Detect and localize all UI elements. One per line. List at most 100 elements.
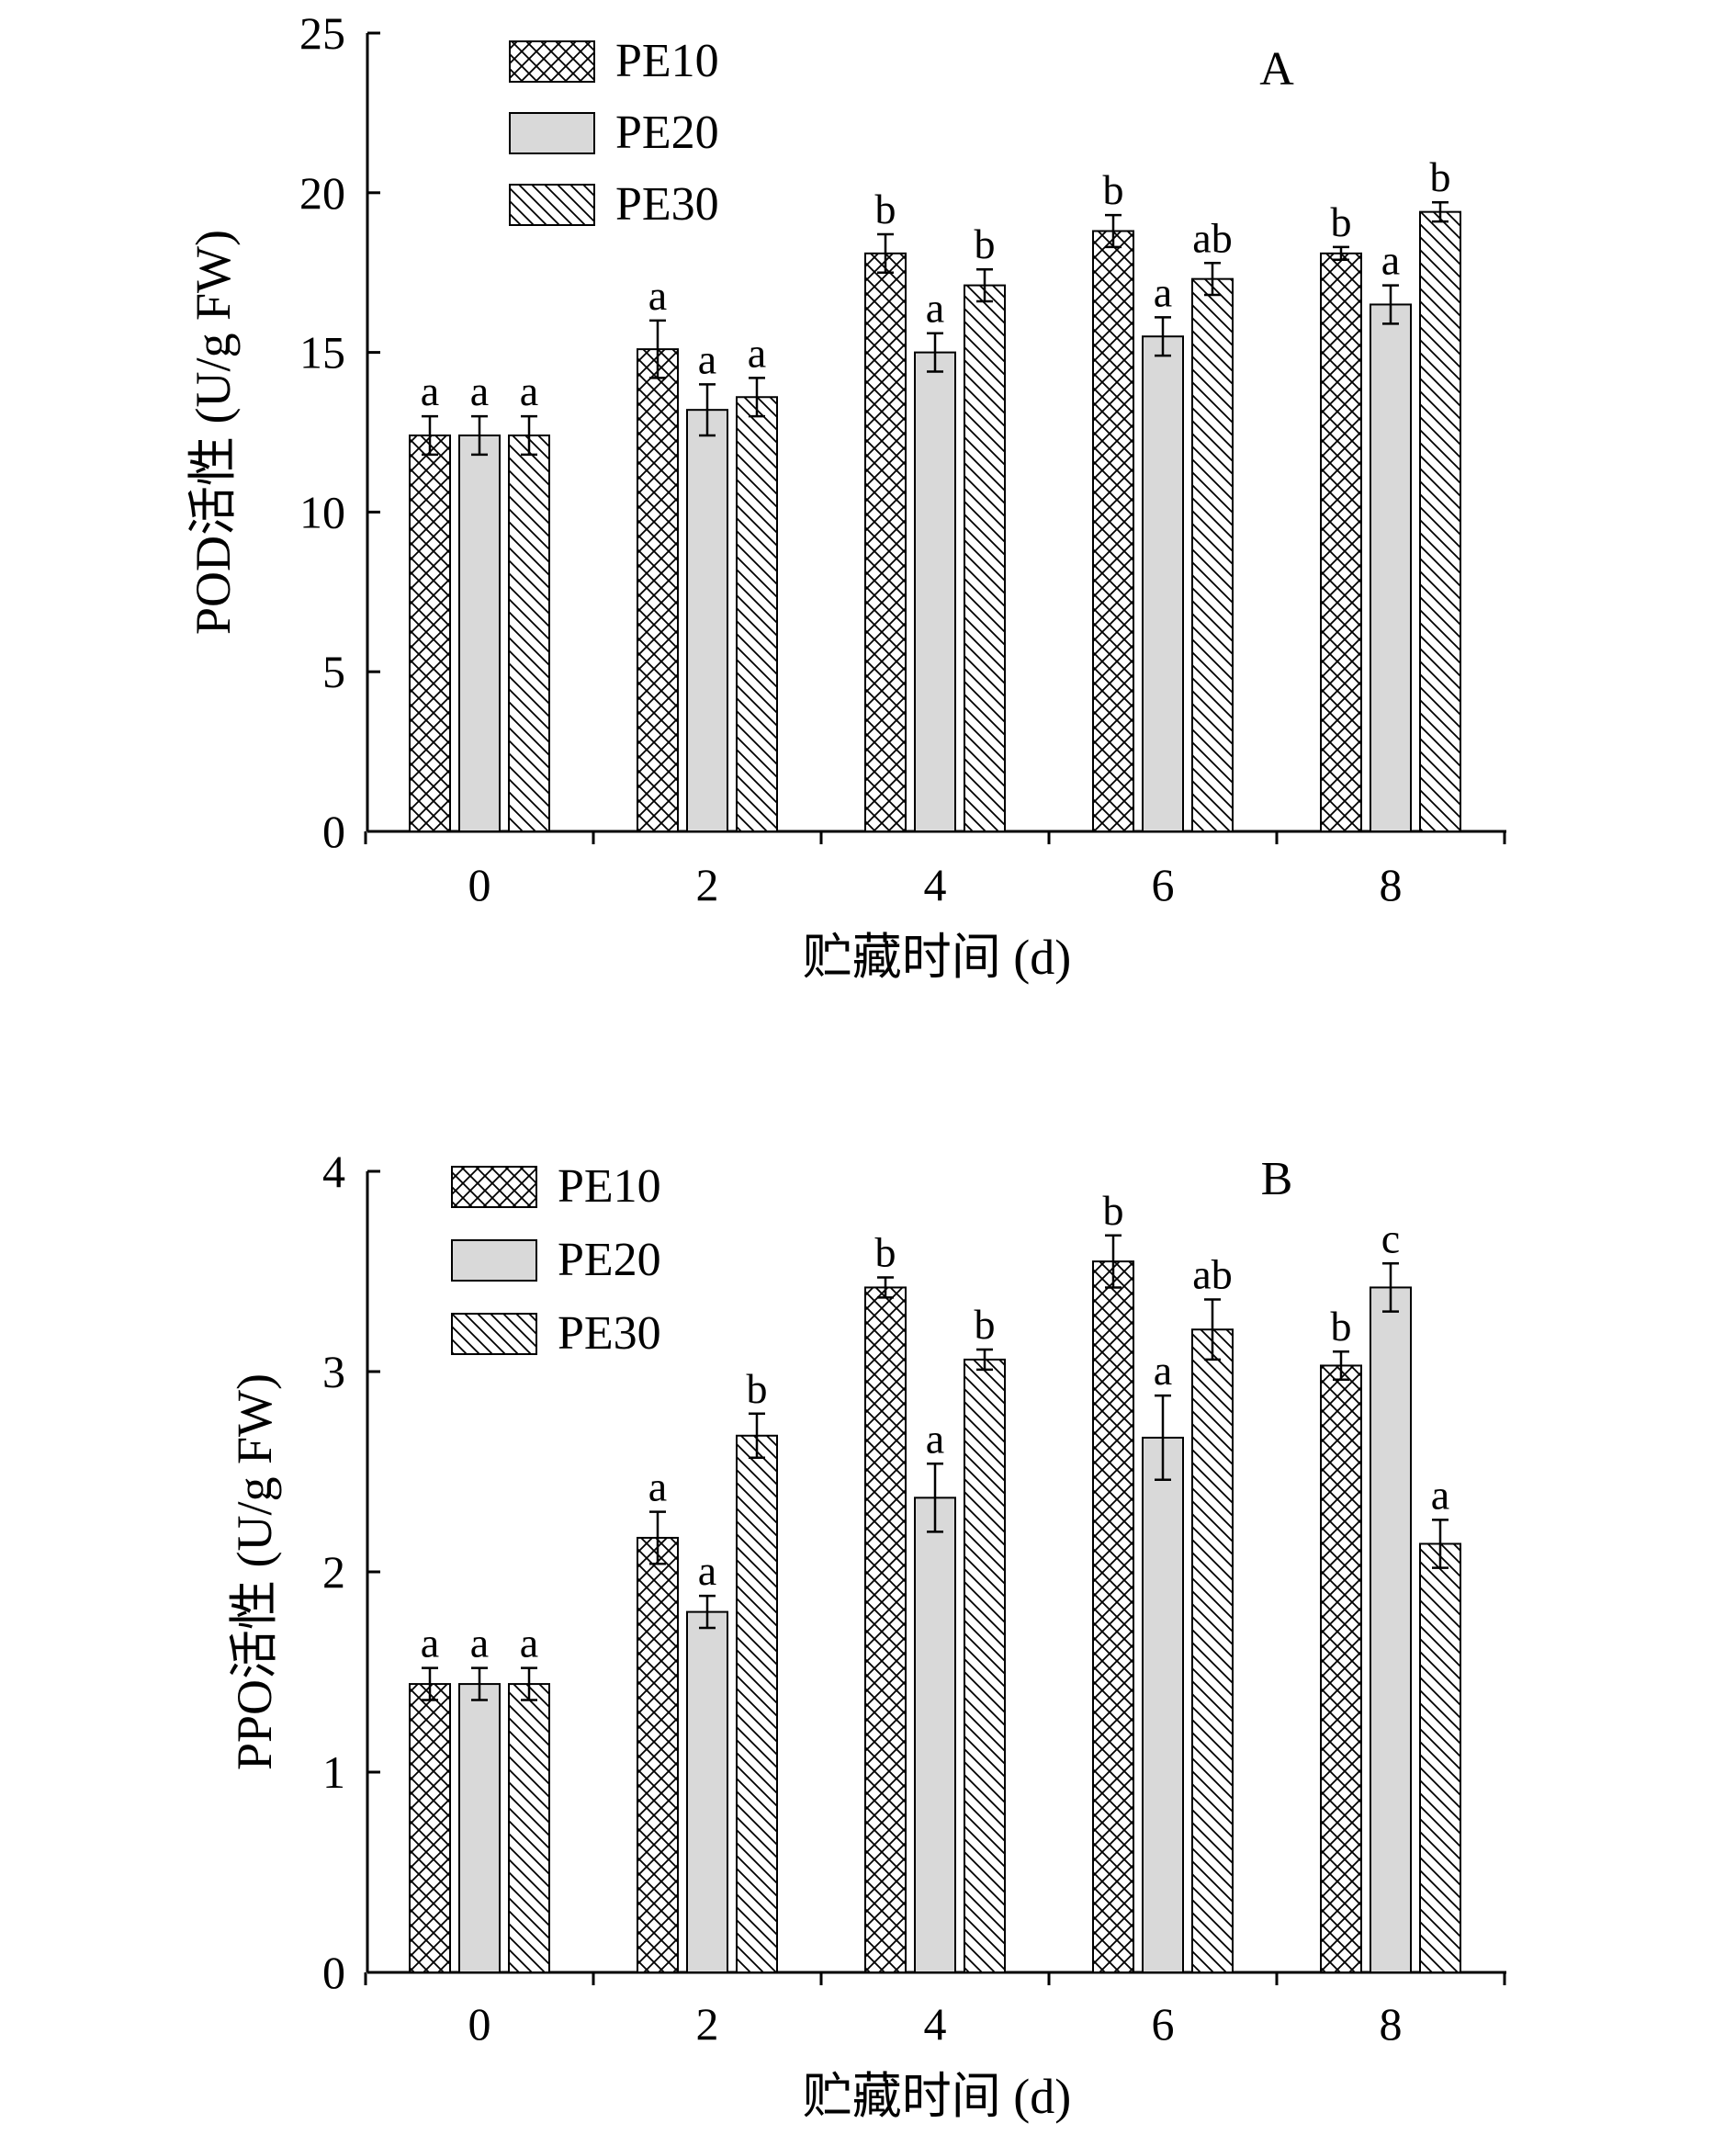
bar-pe20 [1142, 1436, 1184, 1973]
bar-pe30 [964, 284, 1006, 832]
x-tick-label: 2 [696, 1998, 719, 2050]
significance-label: b [1430, 153, 1451, 200]
x-tick-label: 6 [1152, 1998, 1175, 2050]
significance-label: b [975, 220, 996, 267]
bar-pe10 [1320, 252, 1362, 832]
bar-pe20 [1370, 303, 1412, 832]
bar-pe20 [914, 351, 956, 833]
significance-label: b [1331, 1303, 1352, 1350]
significance-label: b [747, 1365, 768, 1412]
legend-swatch-pe20 [451, 1239, 537, 1282]
y-tick-label: 4 [322, 1146, 345, 1197]
bar-pe20 [686, 1610, 728, 1973]
significance-label: a [698, 335, 716, 382]
x-tick-label: 8 [1380, 1998, 1403, 2050]
significance-label: a [748, 329, 766, 376]
legend-swatch-pe10 [451, 1166, 537, 1208]
significance-label: a [1431, 1471, 1449, 1518]
x-tick-label: 4 [924, 1998, 947, 2050]
significance-label: a [1381, 237, 1400, 284]
panel-label: B [1261, 1153, 1293, 1205]
y-tick-label: 3 [322, 1346, 345, 1397]
significance-label: b [975, 1301, 996, 1348]
x-tick-label: 8 [1380, 859, 1403, 910]
y-tick-label: 15 [299, 327, 345, 378]
bar-pe30 [736, 1434, 778, 1973]
significance-label: ab [1192, 214, 1232, 261]
bar-pe10 [1320, 1364, 1362, 1973]
x-axis-title: 贮藏时间 (d) [803, 930, 1071, 985]
bar-pe30 [1191, 1328, 1234, 1973]
x-tick-label: 0 [468, 859, 491, 910]
legend-label: PE20 [615, 107, 719, 159]
significance-label: b [1331, 198, 1352, 245]
significance-label: a [648, 272, 667, 319]
y-tick-label: 0 [322, 1947, 345, 1998]
x-tick-label: 2 [696, 859, 719, 910]
significance-label: a [1154, 1347, 1172, 1394]
bar-pe20 [914, 1497, 956, 1973]
significance-label: a [470, 367, 489, 414]
y-axis-title: PPO活性 (U/g FW) [227, 1373, 282, 1770]
significance-label: b [875, 186, 896, 232]
significance-label: a [421, 367, 439, 414]
y-tick-label: 25 [299, 7, 345, 59]
legend-label: PE20 [558, 1234, 661, 1286]
legend-label: PE10 [615, 35, 719, 87]
y-tick-label: 2 [322, 1546, 345, 1598]
significance-label: a [648, 1463, 667, 1510]
y-axis-title: POD活性 (U/g FW) [186, 230, 241, 635]
x-axis-title: 贮藏时间 (d) [803, 2069, 1071, 2124]
bar-pe20 [686, 409, 728, 832]
legend-label: PE30 [615, 178, 719, 231]
significance-label: a [926, 285, 944, 332]
bar-pe10 [409, 434, 451, 832]
bar-pe30 [1419, 210, 1461, 832]
significance-label: a [520, 367, 538, 414]
bar-pe20 [1142, 335, 1184, 833]
significance-label: a [470, 1620, 489, 1666]
significance-label: a [698, 1547, 716, 1594]
bar-pe10 [1092, 230, 1134, 832]
bar-pe20 [458, 1683, 501, 1973]
bar-pe10 [864, 252, 907, 832]
bar-pe10 [864, 1286, 907, 1973]
legend-label: PE10 [558, 1160, 661, 1213]
panel-label: A [1259, 43, 1294, 96]
bar-pe30 [1191, 277, 1234, 833]
bar-pe30 [1419, 1542, 1461, 1973]
y-tick-label: 20 [299, 167, 345, 219]
bar-pe10 [1092, 1260, 1134, 1973]
y-tick-label: 5 [322, 646, 345, 697]
significance-label: b [1103, 1187, 1124, 1234]
legend-label: PE30 [558, 1307, 661, 1360]
bar-pe20 [1370, 1286, 1412, 1973]
bar-pe10 [637, 1536, 679, 1973]
significance-label: a [421, 1620, 439, 1666]
significance-label: b [875, 1229, 896, 1276]
y-tick-label: 1 [322, 1746, 345, 1798]
bar-pe30 [736, 396, 778, 832]
y-tick-label: 10 [299, 486, 345, 537]
y-tick-label: 0 [322, 806, 345, 857]
bar-pe30 [964, 1358, 1006, 1974]
significance-label: ab [1192, 1251, 1232, 1298]
legend-swatch-pe20 [509, 112, 595, 154]
bar-pe20 [458, 434, 501, 832]
bar-pe30 [508, 434, 550, 832]
significance-label: a [1154, 268, 1172, 315]
significance-label: a [926, 1415, 944, 1462]
x-tick-label: 0 [468, 1998, 491, 2050]
bar-pe10 [637, 348, 679, 832]
legend-swatch-pe30 [451, 1313, 537, 1355]
legend-swatch-pe30 [509, 184, 595, 226]
legend-swatch-pe10 [509, 40, 595, 83]
significance-label: a [520, 1620, 538, 1666]
significance-label: b [1103, 166, 1124, 213]
x-tick-label: 6 [1152, 859, 1175, 910]
significance-label: c [1381, 1214, 1400, 1261]
x-tick-label: 4 [924, 859, 947, 910]
bar-pe10 [409, 1683, 451, 1973]
bar-pe30 [508, 1683, 550, 1973]
